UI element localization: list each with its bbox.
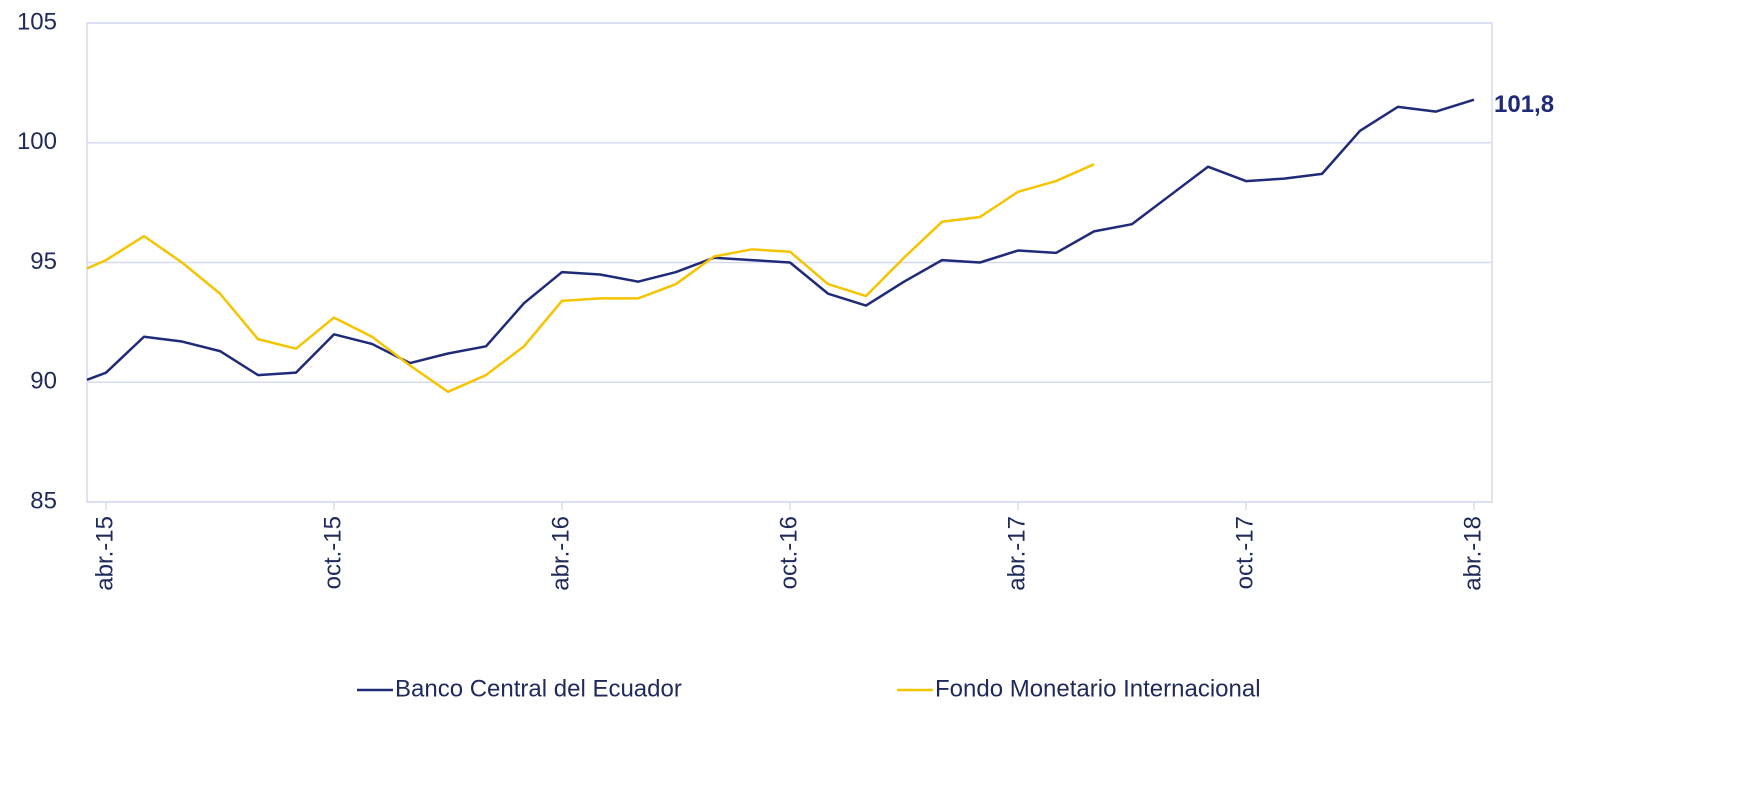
legend-label: Banco Central del Ecuador xyxy=(395,675,682,702)
x-tick-label: abr.-15 xyxy=(91,516,118,591)
x-tick-label: oct.-17 xyxy=(1231,516,1258,589)
x-tick-label: abr.-18 xyxy=(1459,516,1486,591)
x-tick-label: abr.-16 xyxy=(547,516,574,591)
y-tick-label: 95 xyxy=(30,248,57,275)
y-tick-label: 105 xyxy=(17,8,57,35)
y-tick-label: 90 xyxy=(30,368,57,395)
series-line xyxy=(86,98,1475,382)
legend-label: Fondo Monetario Internacional xyxy=(935,675,1261,702)
x-tick-label: oct.-15 xyxy=(319,516,346,589)
x-tick-label: oct.-16 xyxy=(775,516,802,589)
y-tick-label: 85 xyxy=(30,487,57,514)
value-label: 101,8 xyxy=(1494,91,1554,118)
y-tick-label: 100 xyxy=(17,128,57,155)
x-tick-label: abr.-17 xyxy=(1003,516,1030,591)
series-line xyxy=(86,163,1095,394)
